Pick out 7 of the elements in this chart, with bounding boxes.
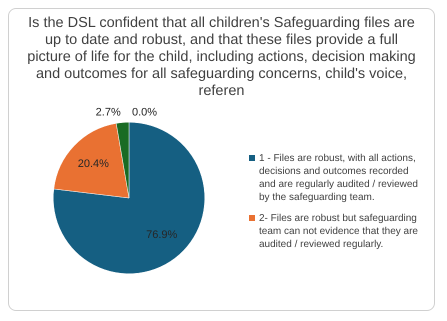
- data-label: 2.7%: [96, 106, 121, 119]
- chart-title: Is the DSL confident that all children's Safeguarding files are up to date and robust, and that these files provide a full picture of life for the child, including actions, decision making and outcomes for all safeguarding concerns, child's voice, referen: [26, 14, 417, 100]
- legend-label: 1 - Files are robust, with all actions, decisions and outcomes recorded and are regularly audited / reviewed by the safeguarding team.: [259, 152, 419, 204]
- text: 0.0%: [132, 106, 158, 118]
- data-label: 20.4%: [78, 158, 110, 170]
- legend-label: 2- Files are robust but safeguarding team can not evidence that they are audited / reviewed regularly.: [259, 212, 419, 251]
- data-label: 76.9%: [146, 228, 178, 241]
